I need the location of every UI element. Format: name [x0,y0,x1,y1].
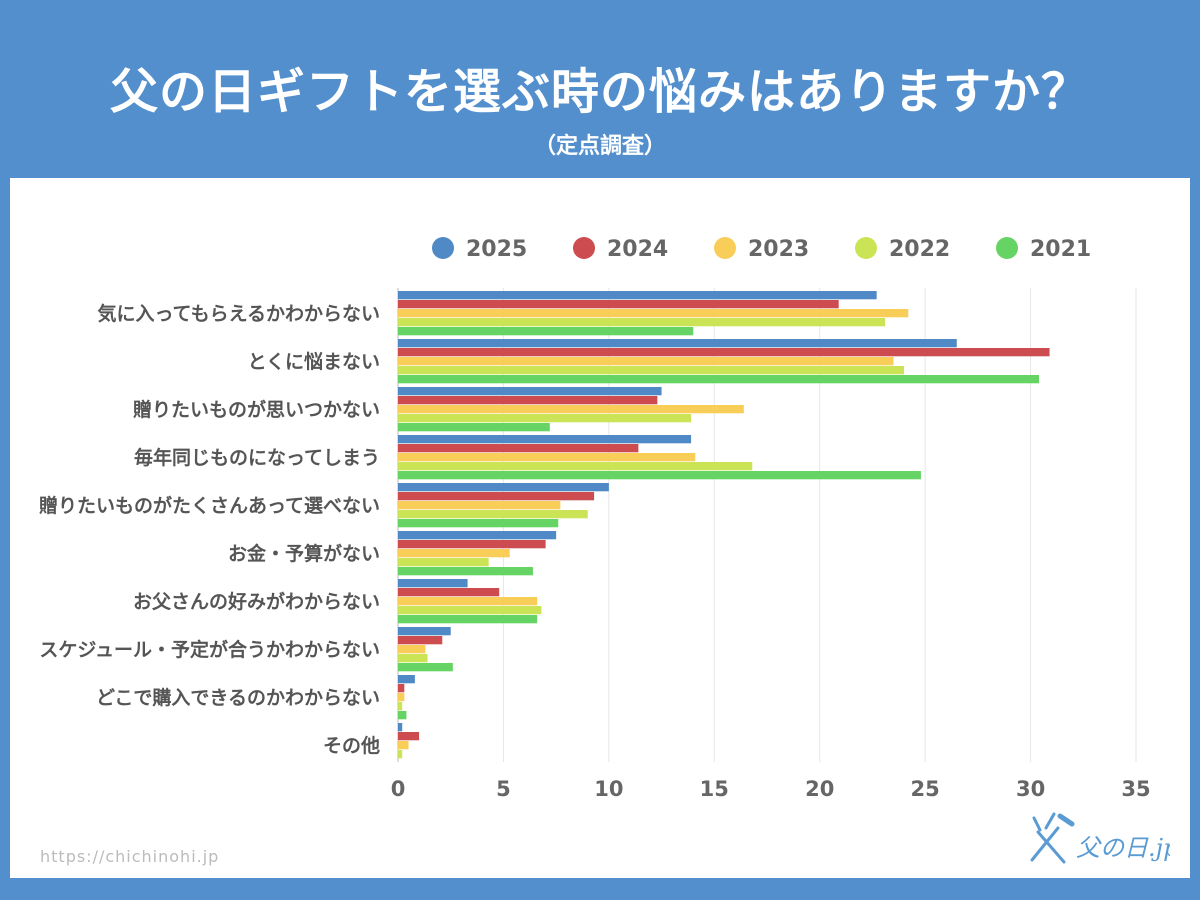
bar-2022 [398,606,542,615]
bar-2024 [398,540,546,549]
page-title: 父の日ギフトを選ぶ時の悩みはありますか？ [109,64,1090,120]
x-tick-label: 10 [594,777,623,801]
bar-2021 [398,711,407,720]
bar-2023 [398,453,696,462]
category-label: 気に入ってもらえるかわからない [97,302,380,325]
logo-mark [1030,812,1075,864]
bar-2023 [398,357,894,366]
category-label: とくに悩まない [248,350,380,373]
bar-2022 [398,558,489,567]
legend-marker-2024 [573,237,595,259]
bar-2024 [398,492,595,501]
legend-label-2022: 2022 [889,237,950,262]
bar-2023 [398,309,909,318]
bar-2025 [398,291,877,300]
bar-2021 [398,615,538,624]
bar-2024 [398,300,839,309]
legend-marker-2023 [714,237,736,259]
bar-2024 [398,684,405,693]
bar-2022 [398,654,428,663]
bar-2025 [398,723,403,732]
x-tick-label: 30 [1016,777,1045,801]
category-label: どこで購入できるのかわからない [96,686,380,709]
legend-label-2024: 2024 [607,237,668,262]
bar-2025 [398,579,468,588]
bar-2024 [398,444,639,453]
chart-panel: 0 5 10 15 20 25 30 35 2025 2024 2023 2022 2021 気に入っても… [10,178,1190,878]
bar-2024 [398,636,443,645]
bar-2022 [398,318,886,327]
bar-2025 [398,339,957,348]
bar-2025 [398,627,451,636]
bar-2021 [398,663,453,672]
bar-2021 [398,375,1040,384]
legend-marker-2021 [996,237,1018,259]
site-logo: 父の日.jp [1030,812,1170,864]
legend-marker-2025 [432,237,454,259]
legend-label-2023: 2023 [748,237,809,262]
bar-2021 [398,423,550,432]
bar-2022 [398,366,905,375]
bar-2022 [398,510,588,519]
bar-2022 [398,414,692,423]
x-tick-label: 5 [496,777,511,801]
category-label: スケジュール・予定が合うかわからない [39,638,380,661]
category-label: その他 [323,734,380,757]
bar-2023 [398,597,538,606]
bar-2024 [398,732,420,741]
x-tick-label: 25 [911,777,940,801]
legend-label-2021: 2021 [1030,237,1091,262]
source-url: https://chichinohi.jp [40,847,220,866]
category-label: 贈りたいものがたくさんあって選べない [39,494,380,517]
x-tick-label: 35 [1121,777,1150,801]
bar-2025 [398,387,662,396]
logo-text: 父の日.jp [1076,834,1170,862]
bar-2021 [398,327,694,336]
bar-2025 [398,483,609,492]
legend-label-2025: 2025 [466,237,527,262]
bar-2023 [398,741,409,750]
bar-2021 [398,567,533,576]
page-subtitle: （定点調査） [533,134,666,159]
bar-2023 [398,405,744,414]
bar-2024 [398,588,500,597]
category-label: 毎年同じものになってしまう [134,446,380,469]
bar-2021 [398,471,921,480]
x-tick-label: 0 [391,777,406,801]
bar-2025 [398,435,692,444]
bar-2025 [398,675,415,684]
category-label: お父さんの好みがわからない [133,590,380,613]
bar-2025 [398,531,557,540]
legend-marker-2022 [855,237,877,259]
category-label: 贈りたいものが思いつかない [133,398,380,421]
bar-2023 [398,645,426,654]
bar-2021 [398,519,559,528]
x-tick-label: 20 [805,777,834,801]
bar-2022 [398,702,403,711]
bar-2022 [398,462,753,471]
bar-2023 [398,549,510,558]
bar-2024 [398,348,1050,357]
bar-2022 [398,750,403,759]
bar-2023 [398,693,405,702]
bar-2023 [398,501,561,510]
x-tick-label: 15 [700,777,729,801]
bar-2024 [398,396,658,405]
category-label: お金・予算がない [228,542,380,565]
